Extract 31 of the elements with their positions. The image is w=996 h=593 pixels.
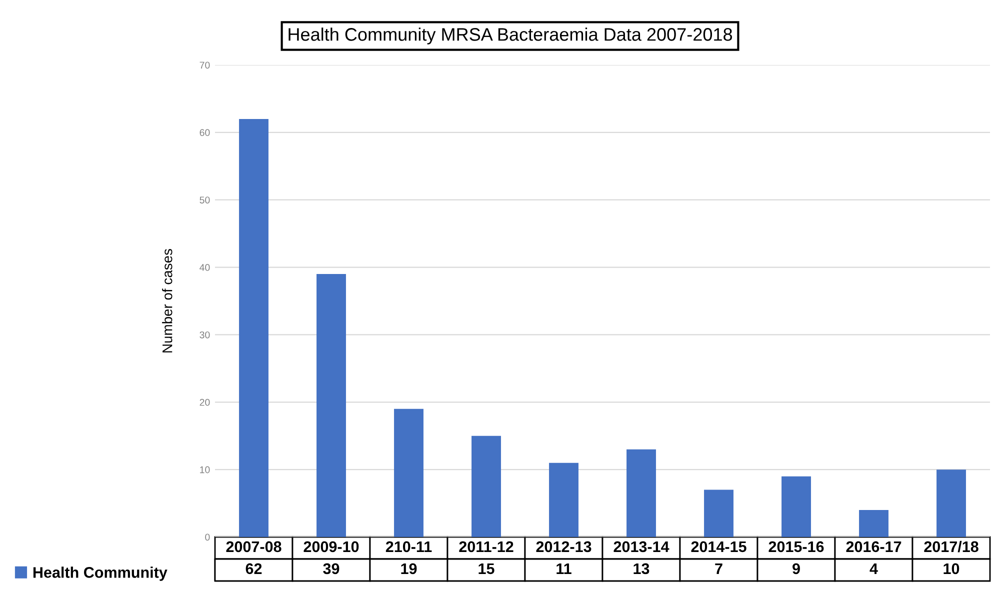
x-tick-label: 2012-13 xyxy=(536,541,592,552)
y-tick-label: 20 xyxy=(200,398,210,406)
x-tick-label: 2015-16 xyxy=(768,541,824,552)
data-label: 9 xyxy=(792,563,800,574)
y-tick-label: 50 xyxy=(200,196,210,204)
data-label: 4 xyxy=(870,563,878,574)
data-label: 19 xyxy=(401,563,417,574)
y-tick-label: 60 xyxy=(200,129,210,136)
y-tick-label: 40 xyxy=(200,264,210,271)
x-tick-label: 210-11 xyxy=(386,541,432,552)
data-label: 62 xyxy=(246,563,262,574)
data-label: 15 xyxy=(478,563,494,574)
y-axis-title: Number of cases xyxy=(162,249,172,352)
x-tick-label: 2013-14 xyxy=(614,541,670,552)
x-tick-label: 2007-08 xyxy=(226,541,282,552)
x-tick-label: 2016-17 xyxy=(846,541,902,552)
x-tick-label: 2017/18 xyxy=(924,540,978,552)
y-tick-label: 10 xyxy=(200,466,210,474)
x-tick-label: 2009-10 xyxy=(304,541,359,552)
y-tick-label: 0 xyxy=(205,534,210,541)
data-label: 10 xyxy=(944,563,960,574)
legend-label: Health Community xyxy=(33,566,168,581)
data-label: 11 xyxy=(556,563,572,574)
chart-title: Health Community MRSA Bacteraemia Data 2007-2018 xyxy=(288,28,732,44)
data-label: 7 xyxy=(715,563,722,574)
y-tick-label: 70 xyxy=(200,62,210,69)
data-label: 13 xyxy=(634,563,650,574)
data-label: 39 xyxy=(323,563,340,574)
x-tick-label: 2011-12 xyxy=(459,541,514,552)
y-tick-label: 30 xyxy=(200,331,210,338)
x-tick-label: 2014-15 xyxy=(691,541,746,552)
